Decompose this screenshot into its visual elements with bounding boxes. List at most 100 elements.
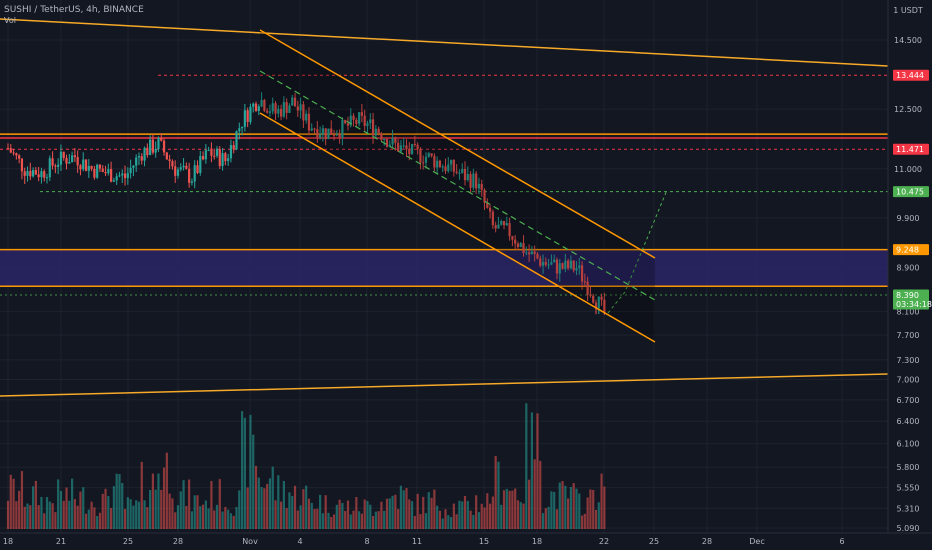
volume-bar bbox=[140, 461, 143, 529]
volume-bar bbox=[349, 514, 352, 529]
volume-bar bbox=[399, 485, 403, 529]
candle-body bbox=[369, 119, 372, 124]
volume-bar bbox=[547, 506, 550, 529]
price-tick-label: 8.900 bbox=[897, 264, 920, 273]
candle-body bbox=[162, 140, 166, 153]
candle-body bbox=[413, 143, 416, 145]
volume-bar bbox=[402, 490, 405, 529]
volume-bar bbox=[371, 515, 375, 529]
volume-bar bbox=[491, 496, 494, 529]
candle-body bbox=[472, 173, 475, 188]
candle-body bbox=[310, 128, 313, 131]
candle-body bbox=[511, 236, 514, 240]
time-tick-label: 4 bbox=[297, 537, 302, 546]
candle-body bbox=[65, 157, 68, 164]
volume-bar bbox=[441, 518, 444, 529]
volume-bar bbox=[413, 516, 416, 529]
descending-channel bbox=[259, 29, 656, 343]
volume-bar bbox=[408, 499, 411, 529]
symbol-title[interactable]: SUSHI / TetherUS, 4h, BINANCE bbox=[4, 5, 144, 15]
candle-body bbox=[96, 164, 99, 178]
volume-bar bbox=[107, 496, 110, 529]
price-tick-label: 12.500 bbox=[894, 105, 922, 114]
candle-body bbox=[536, 253, 539, 259]
drawing-lines bbox=[0, 18, 889, 397]
volume-bar bbox=[188, 479, 191, 529]
candle-body bbox=[34, 170, 37, 175]
candle-body bbox=[313, 128, 316, 130]
volume-bar bbox=[204, 500, 207, 529]
volume-bar bbox=[87, 509, 90, 529]
candle-body bbox=[246, 110, 249, 122]
currency-label[interactable]: 1 USDT bbox=[893, 6, 923, 15]
candle-body bbox=[419, 148, 422, 163]
candle-body bbox=[488, 207, 492, 212]
candle-body bbox=[51, 158, 54, 166]
time-tick-label: 6 bbox=[839, 537, 844, 546]
price-axis[interactable]: 14.500 12.500 11.000 9.900 8.900 8.100 7.700 7.… bbox=[894, 36, 922, 533]
time-axis[interactable]: 18 21 25 28 Nov 4 8 11 15 18 22 25 28 Dec 6 bbox=[3, 537, 845, 546]
candle-body bbox=[449, 160, 453, 165]
candle-body bbox=[424, 156, 428, 163]
candle-body bbox=[18, 155, 21, 159]
candle-body bbox=[330, 128, 333, 135]
volume-bar bbox=[444, 509, 447, 529]
candle-body bbox=[600, 296, 603, 300]
volume-bar bbox=[319, 494, 322, 529]
volume-bar bbox=[268, 478, 272, 529]
volume-bar bbox=[461, 501, 464, 529]
candle-body bbox=[299, 104, 302, 111]
volume-bar bbox=[539, 460, 542, 529]
price-badge bbox=[893, 289, 929, 310]
candle-body bbox=[341, 119, 344, 138]
candle-body bbox=[146, 147, 149, 156]
volume-bar bbox=[40, 496, 43, 529]
candle-body bbox=[371, 119, 375, 136]
candle-body bbox=[252, 103, 255, 107]
candle-body bbox=[235, 131, 238, 150]
volume-bar bbox=[327, 512, 330, 529]
volume-bar bbox=[135, 500, 138, 529]
candle-body bbox=[508, 223, 511, 237]
time-tick-label: 28 bbox=[173, 537, 183, 546]
price-badge-label: 10.475 bbox=[896, 188, 924, 197]
volume-bar bbox=[151, 473, 155, 529]
volume-bar bbox=[488, 503, 492, 529]
price-tick-label: 5.550 bbox=[897, 484, 920, 493]
volume-bar bbox=[207, 508, 210, 529]
candle-body bbox=[210, 150, 213, 156]
candle-body bbox=[391, 137, 394, 145]
candle-body bbox=[291, 97, 294, 106]
time-tick-label: 22 bbox=[599, 537, 609, 546]
volume-bar bbox=[154, 489, 157, 529]
volume-bar bbox=[366, 501, 369, 529]
candle-body bbox=[491, 211, 494, 226]
volume-bar bbox=[57, 479, 60, 529]
volume-bar bbox=[592, 489, 595, 529]
candle-body bbox=[271, 103, 274, 112]
volume-bar bbox=[363, 499, 366, 529]
candle-body bbox=[171, 161, 174, 167]
candle-body bbox=[394, 137, 397, 143]
volume-bar bbox=[505, 488, 508, 529]
candle-body bbox=[82, 159, 85, 170]
volume-bar bbox=[73, 499, 76, 529]
volume-bar bbox=[45, 497, 49, 529]
time-tick-label: Nov bbox=[242, 537, 258, 546]
volume-bar bbox=[497, 461, 500, 529]
candle-body bbox=[483, 189, 486, 203]
volume-bar bbox=[279, 501, 283, 529]
volume-bar bbox=[182, 480, 185, 529]
volume-bar bbox=[564, 485, 567, 529]
volume-bar bbox=[93, 507, 96, 529]
candle-body bbox=[319, 134, 322, 138]
candle-body bbox=[249, 106, 252, 122]
price-tick-label: 14.500 bbox=[894, 36, 922, 45]
volume-bar bbox=[68, 500, 71, 529]
volume-bar bbox=[162, 467, 166, 529]
candle-body bbox=[302, 104, 305, 121]
candle-body bbox=[9, 148, 12, 153]
channel-lower bbox=[259, 112, 656, 343]
volume-bar bbox=[410, 501, 414, 529]
